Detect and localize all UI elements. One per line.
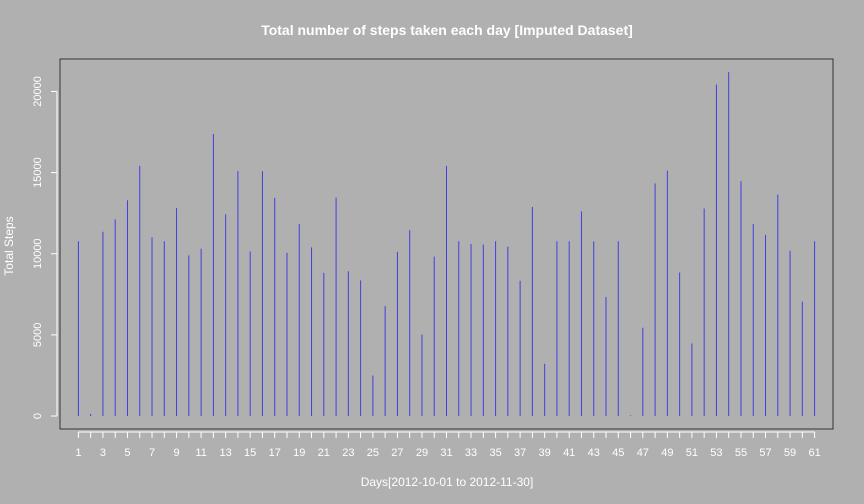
- x-tick-label: 5: [124, 447, 130, 459]
- x-tick-label: 27: [391, 447, 403, 459]
- x-tick-label: 41: [563, 447, 575, 459]
- x-tick-label: 29: [416, 447, 428, 459]
- x-tick-label: 59: [784, 447, 796, 459]
- x-tick-label: 43: [588, 447, 600, 459]
- y-tick-label: 0: [32, 413, 44, 419]
- y-tick-label: 20000: [32, 76, 44, 107]
- x-tick-label: 3: [100, 447, 106, 459]
- bars: [77, 72, 816, 417]
- x-tick-label: 61: [808, 447, 820, 459]
- y-tick-label: 10000: [32, 238, 44, 269]
- x-tick-label: 9: [174, 447, 180, 459]
- x-tick-label: 31: [440, 447, 452, 459]
- x-tick-label: 49: [661, 447, 673, 459]
- x-tick-label: 33: [465, 447, 477, 459]
- x-axis-label: Days[2012-10-01 to 2012-11-30]: [361, 475, 534, 489]
- x-tick-label: 35: [489, 447, 501, 459]
- x-axis: 1 3 5 7 9 11 13 15 17 19 21 23 25 27 29 31 33 35 37 39 41 43 4…: [75, 431, 821, 459]
- x-tick-label: 1: [75, 447, 81, 459]
- x-tick-label: 57: [759, 447, 771, 459]
- y-tick-label: 15000: [32, 157, 44, 188]
- x-tick-label: 47: [637, 447, 649, 459]
- x-tick-label: 19: [293, 447, 305, 459]
- chart-title: Total number of steps taken each day [Im…: [261, 22, 633, 38]
- x-tick-label: 17: [269, 447, 281, 459]
- x-tick-label: 15: [244, 447, 256, 459]
- plot-frame: [59, 58, 834, 430]
- x-tick-label: 13: [220, 447, 232, 459]
- x-tick-label: 7: [149, 447, 155, 459]
- x-tick-label: 39: [539, 447, 551, 459]
- x-tick-label: 25: [367, 447, 379, 459]
- y-axis-label: Total Steps: [2, 216, 16, 275]
- x-tick-label: 45: [612, 447, 624, 459]
- y-tick-label: 5000: [32, 323, 44, 347]
- x-tick-label: 11: [195, 447, 206, 459]
- x-tick-label: 53: [710, 447, 722, 459]
- x-tick-label: 55: [735, 447, 747, 459]
- x-tick-label: 51: [686, 447, 698, 459]
- y-axis: 0 5000 10000 15000 20000: [32, 76, 58, 419]
- x-tick-label: 21: [318, 447, 330, 459]
- x-tick-label: 23: [342, 447, 354, 459]
- x-tick-label: 37: [514, 447, 526, 459]
